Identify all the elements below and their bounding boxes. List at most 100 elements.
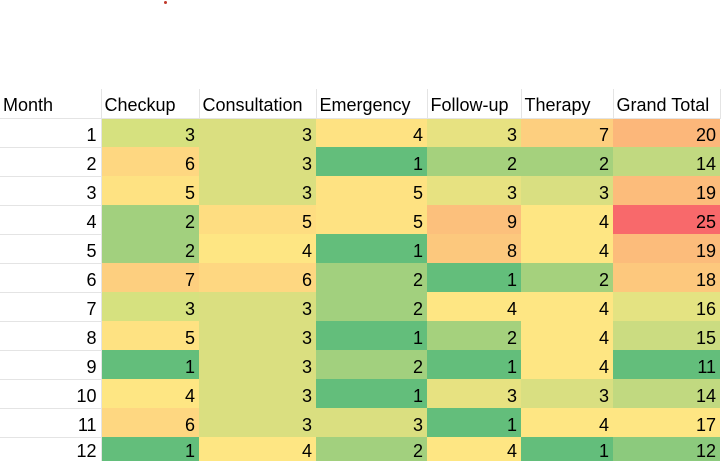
emergency-cell[interactable]: 3: [316, 408, 427, 437]
consultation-cell[interactable]: 3: [199, 379, 316, 408]
consultation-cell[interactable]: 3: [199, 408, 316, 437]
pivot-table: Month Checkup Consultation Emergency Fol…: [0, 89, 721, 461]
table-row: 1 3 3 4 3 7 20: [0, 118, 720, 148]
follow-up-cell[interactable]: 2: [427, 147, 521, 176]
therapy-cell[interactable]: 1: [521, 437, 613, 461]
consultation-cell[interactable]: 3: [199, 292, 316, 321]
consultation-cell[interactable]: 3: [199, 147, 316, 176]
month-cell[interactable]: 9: [0, 350, 102, 380]
grand-total-cell[interactable]: 18: [613, 263, 720, 292]
month-cell[interactable]: 3: [0, 176, 102, 206]
grand-total-cell[interactable]: 20: [613, 118, 720, 147]
follow-up-cell[interactable]: 1: [427, 263, 521, 292]
therapy-cell[interactable]: 3: [521, 379, 613, 408]
grand-total-cell[interactable]: 19: [613, 176, 720, 205]
month-cell[interactable]: 7: [0, 292, 102, 322]
header-cell-month[interactable]: Month: [0, 89, 102, 119]
month-cell[interactable]: 8: [0, 321, 102, 351]
consultation-cell[interactable]: 5: [199, 205, 316, 234]
emergency-cell[interactable]: 1: [316, 234, 427, 263]
follow-up-cell[interactable]: 3: [427, 176, 521, 205]
consultation-cell[interactable]: 4: [199, 437, 316, 461]
checkup-cell[interactable]: 3: [101, 118, 199, 147]
emergency-cell[interactable]: 2: [316, 263, 427, 292]
therapy-cell[interactable]: 4: [521, 408, 613, 437]
follow-up-cell[interactable]: 2: [427, 321, 521, 350]
consultation-cell[interactable]: 4: [199, 234, 316, 263]
emergency-cell[interactable]: 2: [316, 292, 427, 321]
follow-up-cell[interactable]: 9: [427, 205, 521, 234]
therapy-cell[interactable]: 2: [521, 263, 613, 292]
checkup-cell[interactable]: 1: [101, 437, 199, 461]
checkup-cell[interactable]: 5: [101, 176, 199, 205]
checkup-cell[interactable]: 6: [101, 408, 199, 437]
header-cell-emergency[interactable]: Emergency: [316, 89, 428, 119]
therapy-cell[interactable]: 7: [521, 118, 613, 147]
month-cell[interactable]: 2: [0, 147, 102, 177]
grand-total-cell[interactable]: 17: [613, 408, 720, 437]
header-cell-follow-up[interactable]: Follow-up: [427, 89, 522, 119]
therapy-cell[interactable]: 4: [521, 205, 613, 234]
follow-up-cell[interactable]: 1: [427, 408, 521, 437]
month-cell[interactable]: 4: [0, 205, 102, 235]
month-cell[interactable]: 10: [0, 379, 102, 409]
header-cell-therapy[interactable]: Therapy: [521, 89, 614, 119]
month-cell[interactable]: 6: [0, 263, 102, 293]
month-cell[interactable]: 12: [0, 437, 102, 461]
grand-total-cell[interactable]: 25: [613, 205, 720, 234]
follow-up-cell[interactable]: 1: [427, 350, 521, 379]
header-cell-grand-total[interactable]: Grand Total: [613, 89, 721, 119]
grand-total-cell[interactable]: 14: [613, 379, 720, 408]
consultation-cell[interactable]: 3: [199, 118, 316, 147]
therapy-cell[interactable]: 4: [521, 234, 613, 263]
table-row: 8 5 3 1 2 4 15: [0, 321, 720, 351]
grand-total-cell[interactable]: 19: [613, 234, 720, 263]
emergency-cell[interactable]: 5: [316, 176, 427, 205]
therapy-cell[interactable]: 4: [521, 292, 613, 321]
emergency-cell[interactable]: 1: [316, 147, 427, 176]
grand-total-cell[interactable]: 15: [613, 321, 720, 350]
follow-up-cell[interactable]: 3: [427, 379, 521, 408]
month-cell[interactable]: 1: [0, 118, 102, 148]
consultation-cell[interactable]: 6: [199, 263, 316, 292]
emergency-cell[interactable]: 4: [316, 118, 427, 147]
checkup-cell[interactable]: 3: [101, 292, 199, 321]
emergency-cell[interactable]: 2: [316, 437, 427, 461]
table-row: 3 5 3 5 3 3 19: [0, 176, 720, 206]
therapy-cell[interactable]: 4: [521, 321, 613, 350]
table-row: 5 2 4 1 8 4 19: [0, 234, 720, 264]
header-cell-consultation[interactable]: Consultation: [199, 89, 317, 119]
table-row: 11 6 3 3 1 4 17: [0, 408, 720, 438]
emergency-cell[interactable]: 2: [316, 350, 427, 379]
consultation-cell[interactable]: 3: [199, 176, 316, 205]
therapy-cell[interactable]: 4: [521, 350, 613, 379]
grand-total-cell[interactable]: 11: [613, 350, 720, 379]
grand-total-cell[interactable]: 16: [613, 292, 720, 321]
emergency-cell[interactable]: 5: [316, 205, 427, 234]
follow-up-cell[interactable]: 4: [427, 437, 521, 461]
follow-up-cell[interactable]: 4: [427, 292, 521, 321]
header-cell-checkup[interactable]: Checkup: [101, 89, 200, 119]
checkup-cell[interactable]: 1: [101, 350, 199, 379]
consultation-cell[interactable]: 3: [199, 321, 316, 350]
grand-total-cell[interactable]: 14: [613, 147, 720, 176]
follow-up-cell[interactable]: 3: [427, 118, 521, 147]
therapy-cell[interactable]: 3: [521, 176, 613, 205]
table-row: 6 7 6 2 1 2 18: [0, 263, 720, 293]
therapy-cell[interactable]: 2: [521, 147, 613, 176]
grand-total-cell[interactable]: 12: [613, 437, 720, 461]
checkup-cell[interactable]: 7: [101, 263, 199, 292]
follow-up-cell[interactable]: 8: [427, 234, 521, 263]
checkup-cell[interactable]: 6: [101, 147, 199, 176]
checkup-cell[interactable]: 2: [101, 234, 199, 263]
emergency-cell[interactable]: 1: [316, 321, 427, 350]
checkup-cell[interactable]: 4: [101, 379, 199, 408]
checkup-cell[interactable]: 5: [101, 321, 199, 350]
month-cell[interactable]: 5: [0, 234, 102, 264]
emergency-cell[interactable]: 1: [316, 379, 427, 408]
checkup-cell[interactable]: 2: [101, 205, 199, 234]
table-row: 10 4 3 1 3 3 14: [0, 379, 720, 409]
red-dot-marker: [164, 1, 167, 4]
month-cell[interactable]: 11: [0, 408, 102, 438]
consultation-cell[interactable]: 3: [199, 350, 316, 379]
